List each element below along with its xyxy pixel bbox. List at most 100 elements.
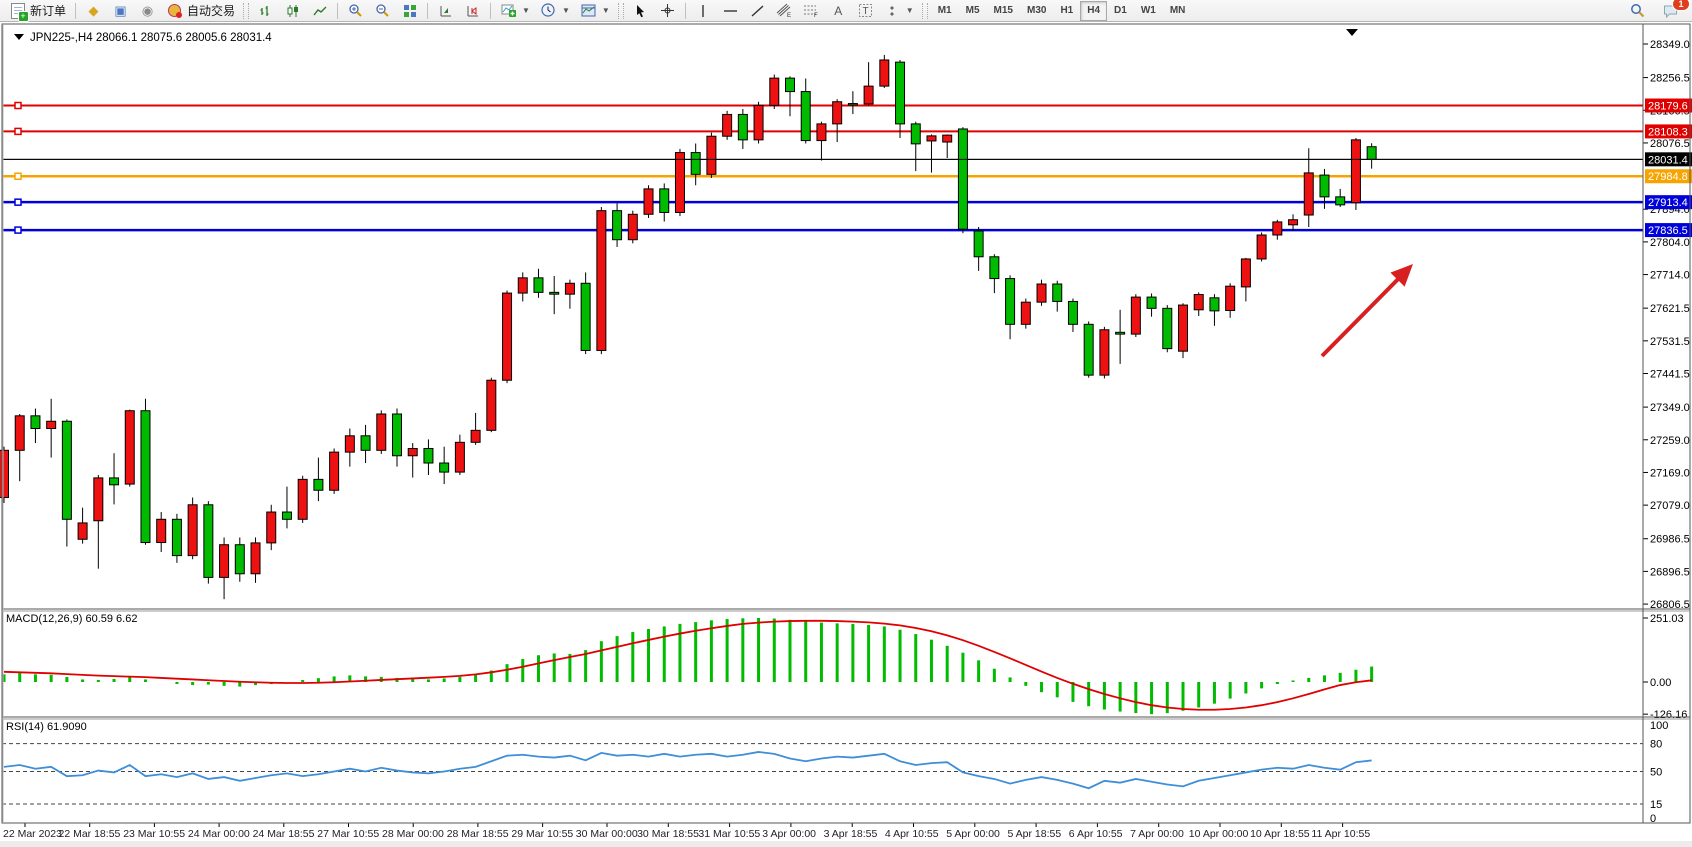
- signal-button[interactable]: ◉: [134, 1, 161, 21]
- candle-body: [1240, 258, 1251, 288]
- periods-button[interactable]: ▼: [535, 1, 575, 21]
- chevron-down-icon: ▼: [601, 6, 610, 15]
- notifications-button[interactable]: 1: [1657, 0, 1690, 21]
- new-order-button[interactable]: + 新订单: [4, 1, 71, 22]
- candle-body: [266, 511, 277, 544]
- time-axis-label: 24 Mar 18:55: [253, 828, 315, 840]
- channel-button[interactable]: E: [771, 1, 798, 21]
- candle-body: [234, 544, 245, 575]
- new-order-label: 新订单: [30, 4, 67, 18]
- candle-body: [800, 91, 811, 142]
- candle-body: [926, 135, 937, 142]
- candle-body: [30, 415, 41, 430]
- candle-body: [1067, 300, 1078, 325]
- candle-body: [187, 504, 198, 557]
- chevron-down-icon: ▼: [522, 6, 530, 15]
- timeframe-mn[interactable]: MN: [1169, 4, 1186, 16]
- line-chart-button[interactable]: [306, 1, 333, 21]
- vertical-line-button[interactable]: [690, 1, 717, 21]
- timeframe-m30[interactable]: M30: [1026, 4, 1047, 16]
- price-level-badge: [1645, 169, 1692, 184]
- price-tick-label: 28076.5: [1650, 138, 1690, 150]
- zoom-in-button[interactable]: [342, 1, 369, 21]
- candle-body: [1052, 283, 1063, 302]
- crosshair-icon: [659, 3, 676, 19]
- candle-body: [1288, 219, 1299, 226]
- price-tick-label: 27714.0: [1650, 270, 1690, 282]
- strategy-test-button[interactable]: [432, 1, 459, 21]
- notification-count-badge: 1: [1672, 0, 1690, 11]
- candle-body: [957, 128, 968, 230]
- candle-body: [1162, 307, 1173, 350]
- time-axis-label: 5 Apr 00:00: [946, 828, 1000, 840]
- candle-body: [171, 518, 182, 557]
- price-tick-label: 28256.5: [1650, 73, 1690, 85]
- shapes-button[interactable]: ▼: [879, 1, 919, 21]
- timeframe-m1[interactable]: M1: [937, 4, 952, 16]
- candle-body: [737, 113, 748, 141]
- step-icon: [464, 3, 481, 19]
- line-anchor-handle: [14, 172, 22, 180]
- candle-body: [895, 61, 906, 125]
- price-chart[interactable]: 28349.028256.528166.528076.527894.027804…: [0, 22, 1692, 847]
- candle-body: [517, 277, 528, 294]
- candle-body: [847, 103, 858, 106]
- timeframe-h4[interactable]: H4: [1080, 0, 1108, 21]
- candle-body: [879, 59, 890, 87]
- candle-body: [1020, 301, 1031, 325]
- candle-body: [769, 77, 780, 106]
- candle-body: [706, 135, 717, 175]
- chart-area[interactable]: 28349.028256.528166.528076.527894.027804…: [0, 22, 1692, 847]
- fibonacci-button[interactable]: F: [798, 1, 825, 21]
- step-forward-button[interactable]: [459, 1, 486, 21]
- candlestick-chart-button[interactable]: [279, 1, 306, 21]
- text-icon: A: [834, 3, 843, 18]
- candle-body: [674, 152, 685, 213]
- macd-label: MACD(12,26,9) 60.59 6.62: [6, 613, 137, 625]
- templates-button[interactable]: ▼: [575, 1, 615, 21]
- channel-icon: E: [776, 3, 793, 19]
- line-chart-icon: [311, 3, 328, 19]
- candle-body: [1209, 297, 1220, 312]
- cursor-button[interactable]: [627, 1, 654, 21]
- timeframe-h1[interactable]: H1: [1060, 4, 1074, 16]
- trendline-button[interactable]: [744, 1, 771, 21]
- tile-windows-button[interactable]: [396, 1, 423, 21]
- price-tick-label: 27441.5: [1650, 369, 1690, 381]
- deposit-button[interactable]: ◆: [80, 1, 107, 21]
- rsi-line: [3, 751, 1372, 790]
- zoom-out-button[interactable]: [369, 1, 396, 21]
- auto-trading-button[interactable]: 自动交易: [161, 1, 240, 21]
- candle-body: [942, 134, 953, 143]
- symbol-dropdown-icon: [14, 34, 24, 40]
- horizontal-line-button[interactable]: [717, 1, 744, 21]
- deposit-icon: ◆: [88, 2, 99, 18]
- label-icon: T: [857, 3, 874, 19]
- candle-body: [502, 292, 513, 381]
- candle-body: [627, 213, 638, 241]
- timeframe-d1[interactable]: D1: [1114, 4, 1127, 16]
- tile-windows-icon: [401, 3, 418, 19]
- price-level-badge: [1645, 98, 1692, 113]
- indicators-button[interactable]: ▼: [495, 1, 535, 21]
- timeframe-m15[interactable]: M15: [993, 4, 1013, 16]
- search-button[interactable]: [1624, 1, 1651, 21]
- text-button[interactable]: A: [825, 1, 852, 21]
- terminal-button[interactable]: ▣: [107, 1, 134, 21]
- candle-body: [439, 462, 450, 473]
- candle-body: [1178, 304, 1188, 352]
- crosshair-button[interactable]: [654, 1, 681, 21]
- timeframe-w1[interactable]: W1: [1140, 4, 1156, 16]
- auto-trading-label: 自动交易: [187, 4, 236, 18]
- line-anchor-handle: [14, 127, 22, 136]
- timeframe-m5[interactable]: M5: [965, 4, 980, 16]
- candle-body: [690, 152, 701, 175]
- play-visual-icon: [437, 3, 454, 19]
- fibonacci-icon: F: [803, 3, 820, 19]
- bar-chart-button[interactable]: [252, 1, 279, 21]
- text-label-button[interactable]: T: [852, 1, 879, 21]
- trendline-icon: [749, 3, 766, 19]
- auto-trading-icon: [166, 3, 183, 19]
- indicators-icon: [500, 3, 517, 19]
- svg-text:28179.6: 28179.6: [1648, 101, 1688, 113]
